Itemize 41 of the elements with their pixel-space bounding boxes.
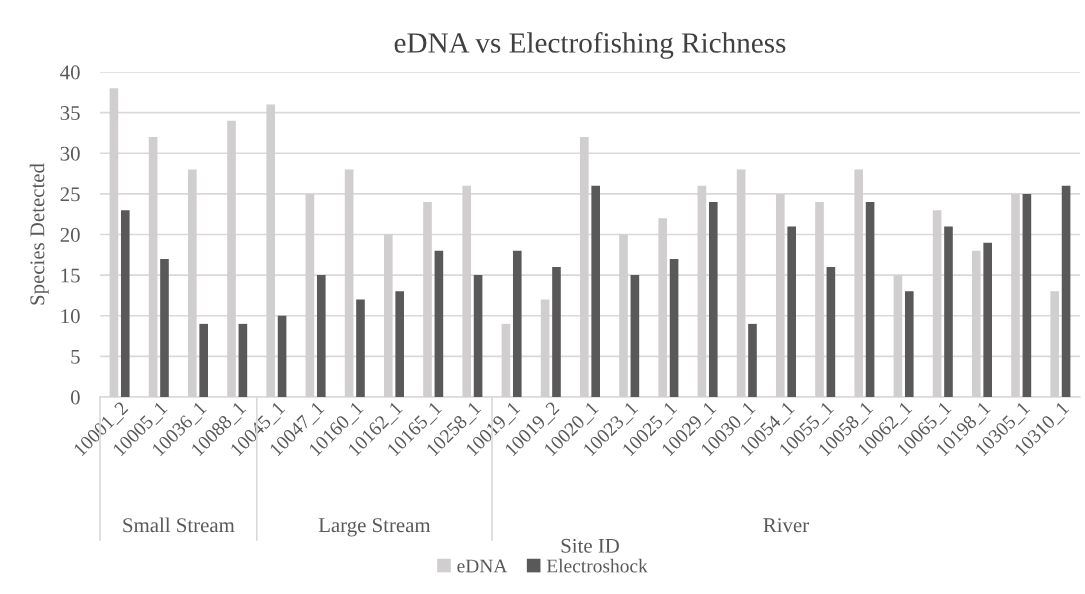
bar bbox=[983, 242, 992, 397]
bar bbox=[826, 267, 836, 397]
bar bbox=[708, 202, 718, 397]
y-tick-label: 5 bbox=[71, 349, 80, 364]
bar bbox=[787, 226, 796, 397]
legend-label: eDNA bbox=[457, 559, 508, 573]
bar bbox=[591, 185, 600, 397]
bar bbox=[1061, 185, 1071, 397]
bar bbox=[473, 275, 483, 397]
legend-label: Electroshock bbox=[546, 558, 648, 573]
x-axis-title: Site ID bbox=[561, 538, 619, 553]
y-tick-label: 15 bbox=[61, 268, 80, 283]
y-tick-label: 10 bbox=[61, 309, 80, 324]
y-axis-title: Species Detected bbox=[29, 163, 49, 305]
bar bbox=[434, 250, 444, 397]
bar bbox=[512, 250, 522, 397]
bar bbox=[199, 323, 208, 397]
bar bbox=[669, 258, 679, 397]
bar bbox=[395, 291, 404, 397]
text: Small Stream bbox=[123, 517, 235, 533]
bar bbox=[356, 299, 365, 397]
y-tick-label: 40 bbox=[60, 65, 80, 80]
chart-title: eDNA vs Electrofishing Richness bbox=[394, 32, 786, 59]
bar bbox=[316, 275, 326, 397]
bar bbox=[904, 291, 914, 397]
bar bbox=[630, 275, 640, 397]
bar bbox=[1022, 193, 1032, 397]
y-tick-label: 25 bbox=[60, 187, 80, 202]
bar bbox=[277, 315, 287, 397]
y-tick-label: 20 bbox=[60, 227, 80, 242]
text: River bbox=[763, 518, 809, 533]
bar bbox=[865, 202, 875, 397]
text: Large Stream bbox=[318, 518, 431, 537]
bar bbox=[552, 267, 561, 397]
bar bbox=[944, 226, 953, 397]
y-tick-label: 30 bbox=[60, 146, 80, 161]
bar bbox=[120, 210, 130, 397]
bar bbox=[748, 323, 757, 397]
bar bbox=[160, 258, 169, 397]
bar bbox=[238, 323, 248, 397]
y-tick-label: 35 bbox=[60, 106, 80, 121]
